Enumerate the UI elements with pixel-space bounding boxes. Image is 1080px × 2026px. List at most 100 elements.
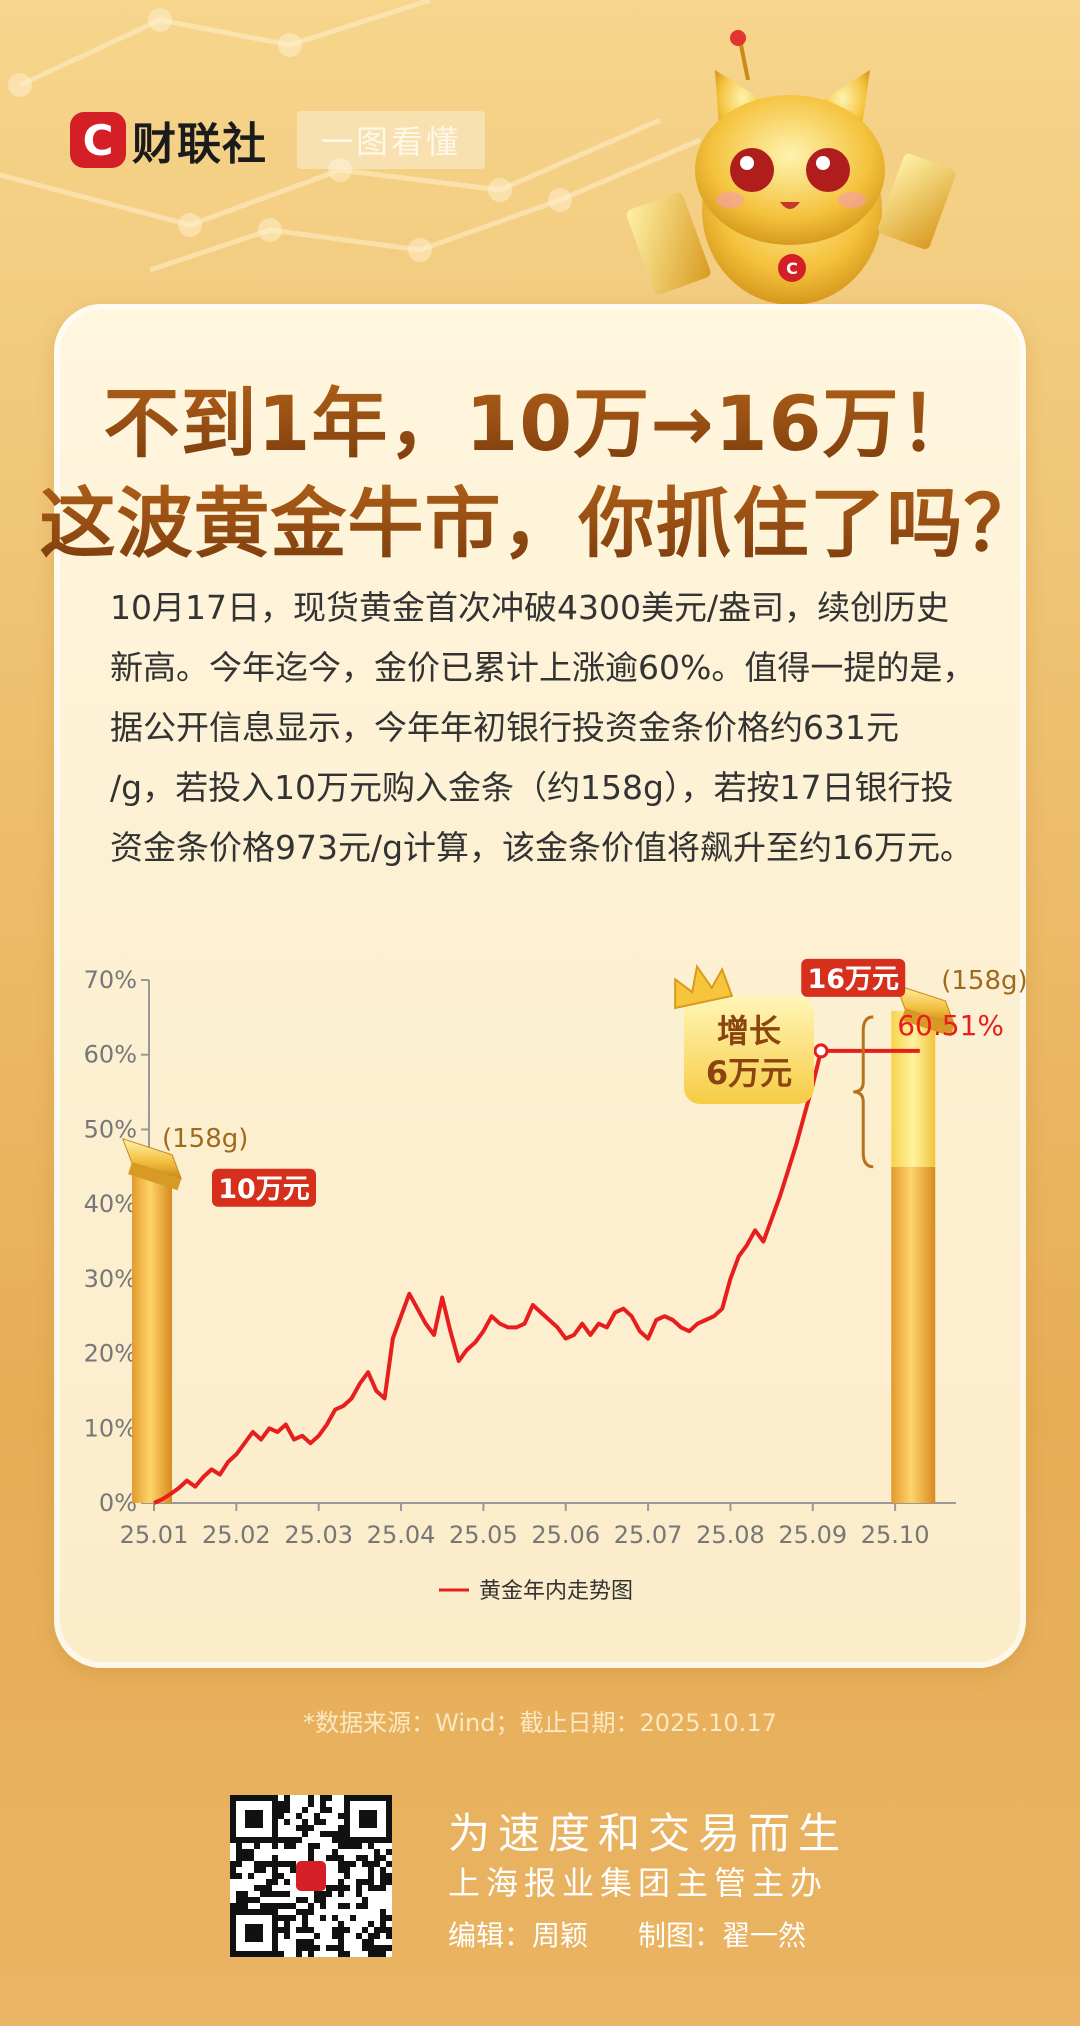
footer-subtitle: 上海报业集团主管主办 — [448, 1864, 829, 1902]
editor-credit: 编辑：周颖 — [448, 1919, 589, 1952]
qr-module — [338, 1861, 344, 1867]
qr-module — [278, 1813, 284, 1819]
designer-credit: 制图：翟一然 — [638, 1919, 807, 1952]
qr-module — [386, 1873, 392, 1879]
qr-module — [320, 1801, 326, 1807]
header-tag: 一图看懂 — [297, 111, 486, 169]
gold-price-chart: 0% 10% 20% 30% 40% 50% 60% 70% 25.01 25.02 25.03 25… — [84, 958, 1026, 1604]
qr-module — [344, 1927, 350, 1933]
body-line: 资金条价格973元/g计算，该金条价值将飙升至约16万元。 — [110, 828, 974, 867]
qr-module — [290, 1915, 296, 1921]
qr-module — [368, 1879, 374, 1885]
body-line: 据公开信息显示，今年年初银行投资金条价格约631元 — [110, 708, 899, 747]
gold-pillars — [121, 984, 956, 1503]
qr-module — [302, 1807, 308, 1813]
qr-module — [374, 1861, 380, 1867]
qr-module — [380, 1927, 386, 1933]
qr-module — [290, 1867, 296, 1873]
qr-module — [302, 1939, 308, 1945]
qr-module — [260, 1885, 266, 1891]
qr-module — [254, 1861, 260, 1867]
qr-module — [368, 1885, 374, 1891]
qr-module — [320, 1897, 326, 1903]
qr-finder — [344, 1795, 392, 1843]
qr-module — [338, 1855, 344, 1861]
x-tick-label: 25.08 — [696, 1521, 765, 1549]
qr-module — [296, 1927, 302, 1933]
qr-module — [326, 1855, 332, 1861]
end-percentage-label: 60.51% — [897, 1009, 1004, 1042]
qr-module — [338, 1903, 344, 1909]
qr-module — [308, 1903, 314, 1909]
qr-finder — [230, 1795, 278, 1843]
y-tick-label: 60% — [84, 1041, 137, 1069]
qr-module — [314, 1897, 320, 1903]
body-line: 10月17日，现货黄金首次冲破4300美元/盎司，续创历史 — [110, 588, 950, 627]
x-tick-label: 25.03 — [284, 1521, 353, 1549]
qr-module — [344, 1873, 350, 1879]
qr-module — [344, 1885, 350, 1891]
chart-legend: 黄金年内走势图 — [439, 1579, 633, 1604]
qr-module — [332, 1837, 338, 1843]
qr-code[interactable] — [230, 1795, 392, 1957]
qr-module — [230, 1873, 236, 1879]
qr-module — [338, 1831, 344, 1837]
qr-module — [332, 1933, 338, 1939]
legend-label: 黄金年内走势图 — [479, 1579, 633, 1604]
qr-module — [284, 1891, 290, 1897]
qr-module — [380, 1867, 386, 1873]
end-gold-pillar — [891, 1166, 936, 1503]
qr-module — [320, 1903, 326, 1909]
qr-module — [350, 1915, 356, 1921]
qr-module — [242, 1897, 248, 1903]
x-tick-label: 25.09 — [778, 1521, 847, 1549]
qr-module — [356, 1903, 362, 1909]
qr-module — [386, 1933, 392, 1939]
qr-module — [236, 1849, 242, 1855]
qr-module — [302, 1921, 308, 1927]
qr-module — [344, 1867, 350, 1873]
qr-module — [236, 1891, 242, 1897]
qr-module — [320, 1831, 326, 1837]
qr-finder — [230, 1909, 278, 1957]
qr-module — [356, 1855, 362, 1861]
qr-module — [386, 1945, 392, 1951]
headline-line2: 这波黄金牛市，你抓住了吗？ — [0, 462, 1080, 572]
logo-c-icon: C — [70, 112, 126, 168]
start-weight-label: (158g) — [162, 1124, 248, 1154]
data-source: *数据来源：Wind；截止日期：2025.10.17 — [303, 1709, 777, 1737]
y-tick-label: 50% — [84, 1115, 137, 1143]
qr-module — [374, 1855, 380, 1861]
brand-name: 财联社 — [132, 119, 267, 170]
qr-module — [362, 1855, 368, 1861]
qr-module — [284, 1819, 290, 1825]
cat-mascot-icon: C — [626, 30, 956, 305]
series-layer — [153, 1043, 920, 1505]
qr-module — [308, 1945, 314, 1951]
y-tick-label: 40% — [84, 1190, 137, 1218]
growth-label-2: 6万元 — [706, 1054, 792, 1092]
qr-module — [338, 1843, 344, 1849]
qr-module — [338, 1939, 344, 1945]
qr-module — [230, 1861, 236, 1867]
qr-module — [362, 1939, 368, 1945]
qr-module — [380, 1915, 386, 1921]
qr-module — [284, 1837, 290, 1843]
end-gold-pillar-growth — [891, 1010, 936, 1167]
start-gold-pillar — [132, 1166, 172, 1503]
qr-module — [290, 1837, 296, 1843]
qr-module — [332, 1831, 338, 1837]
qr-module — [368, 1951, 374, 1957]
qr-module — [344, 1861, 350, 1867]
qr-logo-icon — [296, 1861, 326, 1891]
gold-bar-side — [128, 1162, 182, 1191]
start-value-label: 10万元 — [218, 1174, 310, 1205]
qr-module — [380, 1909, 386, 1915]
qr-module — [248, 1897, 254, 1903]
qr-module — [368, 1843, 374, 1849]
qr-module — [278, 1861, 284, 1867]
qr-module — [356, 1891, 362, 1897]
qr-module — [314, 1933, 320, 1939]
qr-module — [302, 1819, 308, 1825]
qr-module — [356, 1885, 362, 1891]
